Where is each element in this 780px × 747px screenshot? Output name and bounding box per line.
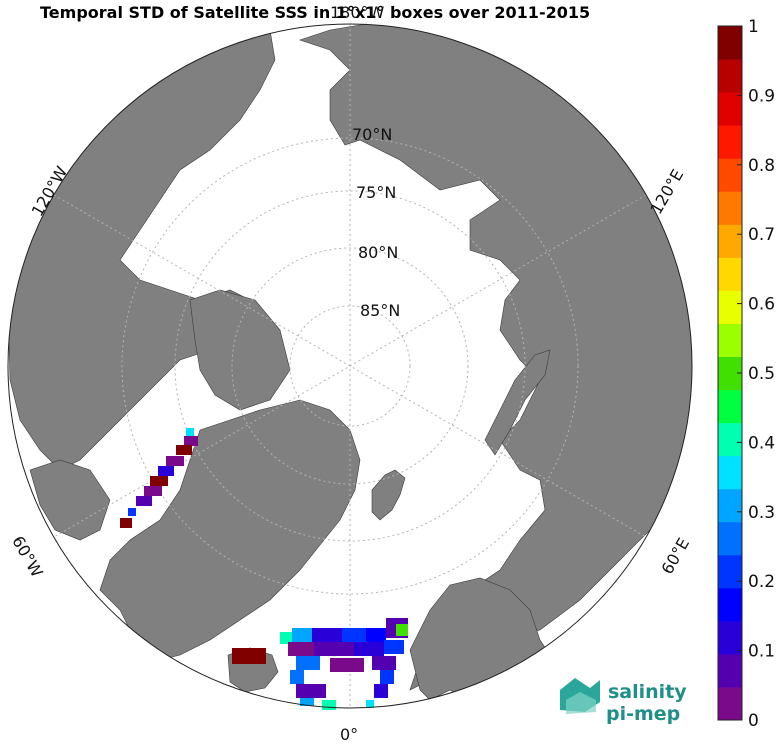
std-cell [158, 466, 174, 476]
colorbar-segment [718, 59, 742, 93]
colorbar-tick-label: 1 [748, 17, 759, 37]
std-cell [342, 628, 366, 642]
std-cell [314, 642, 354, 656]
std-cell [136, 496, 152, 506]
land-eurasia [299, 24, 692, 691]
colorbar-segment [718, 323, 742, 357]
colorbar-segment [718, 224, 742, 258]
colorbar-segment [718, 422, 742, 457]
colorbar-tick-label: 0.4 [748, 433, 775, 453]
colorbar-segment [718, 389, 742, 424]
colorbar-segment [718, 191, 742, 225]
colorbar-segment [718, 257, 742, 291]
colorbar-segment [718, 587, 742, 622]
std-cell [120, 518, 132, 528]
std-cell [166, 456, 184, 466]
lat-circle-85 [289, 305, 411, 427]
meridian-label-180w: 180°W [330, 3, 385, 22]
std-cell [366, 700, 374, 708]
std-cell [300, 698, 314, 706]
std-cell [144, 486, 162, 496]
lat-label-85: 85°N [360, 301, 400, 320]
colorbar-tick-label: 0.1 [748, 642, 775, 662]
colorbar-tick-label: 0.9 [748, 86, 775, 106]
lat-label-80: 80°N [358, 243, 398, 262]
std-cell [296, 684, 326, 698]
land-baffin [29, 459, 111, 541]
colorbar-tick-label: 0.7 [748, 225, 775, 245]
std-cells-nordic [232, 618, 408, 710]
colorbar-segment [718, 653, 742, 688]
colorbar-tick-label: 0.5 [748, 364, 775, 384]
colorbar-segment [718, 26, 742, 60]
colorbar-segment [718, 620, 742, 655]
std-cell [380, 670, 394, 684]
lat-label-75: 75°N [356, 183, 396, 202]
std-cell [374, 684, 388, 698]
colorbar-segment [718, 488, 742, 523]
std-cell [184, 436, 198, 446]
colorbar-ticks: 0 0.1 0.2 0.3 0.4 0.5 0.6 0.7 0.8 0.9 1 [737, 17, 775, 731]
std-cell [280, 632, 292, 644]
colorbar-tick-label: 0 [748, 711, 759, 731]
map-boundary [7, 23, 693, 709]
lat-circle-75 [174, 190, 526, 542]
colorbar-segment [718, 125, 742, 159]
meridian-120e-60w [53, 194, 647, 538]
std-cell [330, 658, 364, 672]
logo-line2: pi-mep [606, 703, 680, 725]
std-cells-baffin [120, 428, 198, 528]
land-novaya-zemlya [484, 349, 551, 456]
colorbar-segment [718, 521, 742, 556]
meridian-label-60e: 60°E [658, 535, 694, 578]
colorbar-segment [718, 92, 742, 126]
std-cell [366, 628, 386, 642]
lat-circle-70 [121, 137, 579, 595]
meridian-label-60w: 60°W [8, 533, 47, 581]
colorbar-segment [718, 158, 742, 192]
std-cell [150, 476, 168, 486]
colorbar-tick-label: 0.8 [748, 156, 775, 176]
lat-label-70: 70°N [352, 125, 392, 144]
std-cell [296, 656, 320, 670]
map-title: Temporal STD of Satellite SSS in 1°x1° b… [40, 3, 590, 22]
std-cell [312, 628, 342, 642]
land-ellesmere [189, 289, 291, 411]
std-cell [288, 642, 314, 656]
std-cell [384, 640, 404, 654]
std-cell [186, 428, 194, 436]
std-cell [232, 648, 266, 664]
meridian-label-120e: 120°E [646, 166, 687, 218]
logo-line1: salinity [608, 681, 687, 703]
colorbar-segment [718, 455, 742, 490]
std-cell [292, 628, 312, 642]
colorbar-segment [718, 290, 742, 324]
colorbar-segment [718, 686, 742, 721]
colorbar-tick-label: 0.6 [748, 295, 775, 315]
graticule [53, 24, 647, 708]
logo-icon-wave [566, 692, 596, 714]
salinity-pimep-logo: salinity pi-mep [560, 678, 687, 725]
std-cell [128, 508, 136, 516]
meridian-label-0: 0° [340, 725, 358, 744]
land-svalbard [371, 469, 406, 521]
std-cell [176, 445, 192, 455]
colorbar-segment [718, 554, 742, 589]
colorbar-tick-label: 0.3 [748, 503, 775, 523]
std-cell [396, 624, 408, 636]
colorbar-tick-label: 0.2 [748, 572, 775, 592]
std-cell [290, 670, 304, 684]
std-cell [322, 700, 336, 710]
land-greenland [99, 399, 361, 661]
std-cell [372, 656, 396, 670]
std-cell [354, 642, 384, 656]
colorbar [718, 26, 742, 721]
